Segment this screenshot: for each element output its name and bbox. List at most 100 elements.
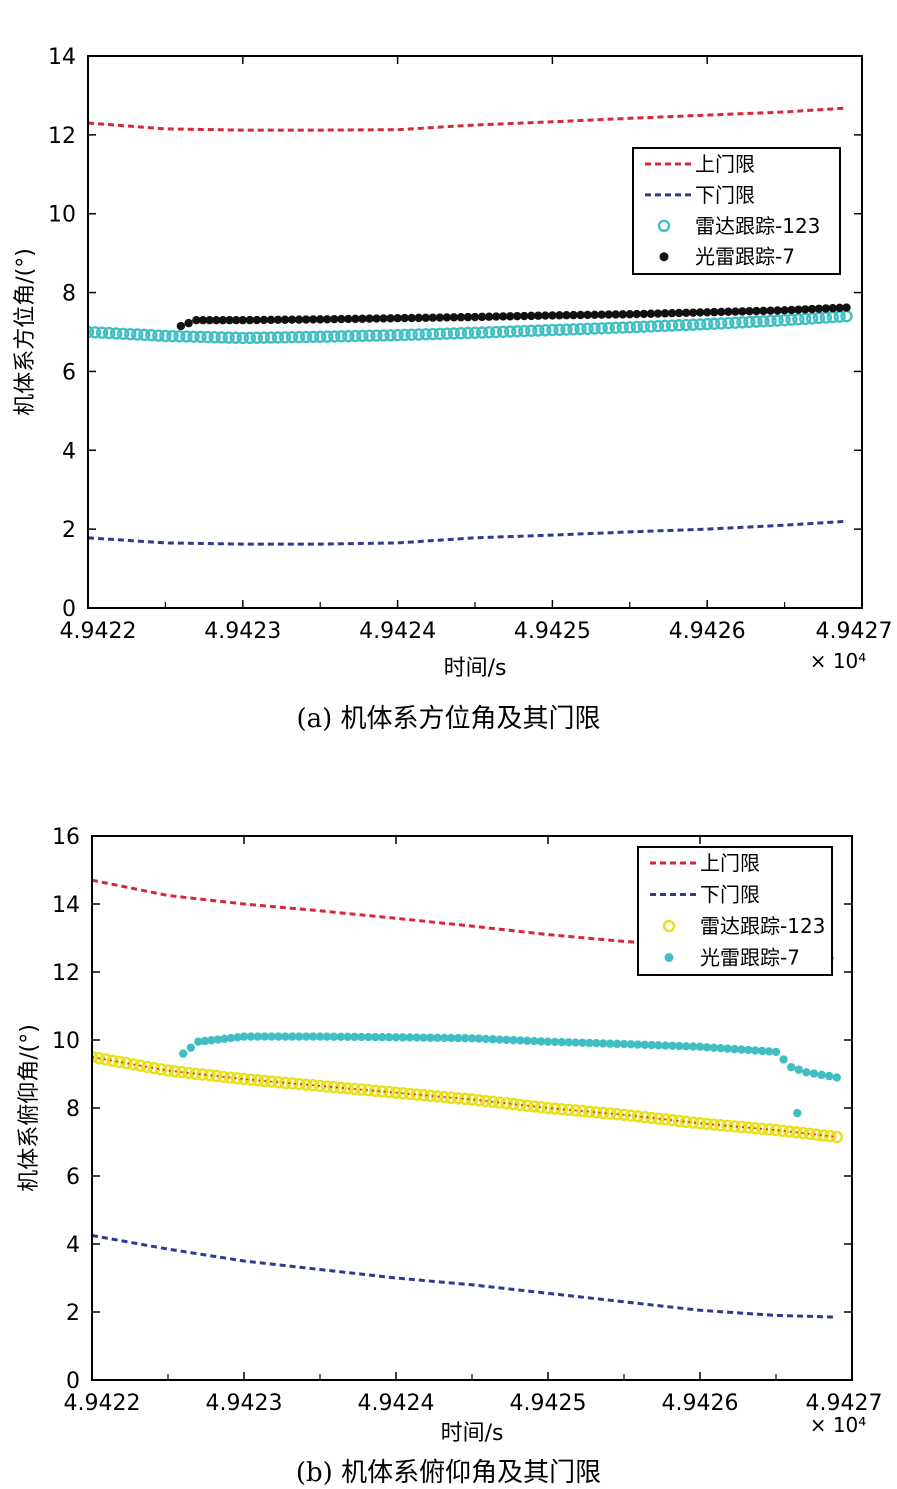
data-point [299,330,313,344]
data-point [200,1036,210,1046]
data-point [828,303,837,313]
data-point [322,1032,332,1041]
data-point [555,311,564,320]
data-point [207,1036,216,1045]
data-point [203,1069,216,1082]
data-point [529,1036,539,1046]
data-point [825,1071,834,1081]
data-point [674,308,684,318]
radar-centre-line [93,1056,837,1138]
series-下门限 [89,519,847,546]
data-point [226,1033,236,1043]
data-point [702,1043,712,1052]
data-point [306,330,320,344]
data-point [496,325,510,338]
data-point [184,318,193,328]
data-point [252,315,262,325]
data-point [722,316,735,330]
data-point [456,313,466,322]
data-point [243,331,257,345]
data-point [518,324,531,338]
y-tick-label: 4 [62,439,76,464]
data-point [583,310,592,320]
data-point [152,329,165,342]
data-point [527,311,536,321]
y-tick-label: 8 [66,1097,80,1122]
data-point [710,307,719,317]
data-point [728,1120,741,1133]
data-point [821,304,831,313]
data-point [633,1040,643,1049]
data-point [731,307,740,316]
x-tick-label: 4.9426 [662,1391,739,1416]
data-point [557,1037,567,1047]
data-point [334,1081,347,1094]
series-line [93,1234,837,1319]
data-point [481,1034,491,1044]
x-axis-title: 时间/s [441,1421,504,1446]
data-point [321,330,334,343]
data-point [301,1032,311,1041]
data-point [273,315,283,325]
data-point [236,331,250,345]
data-point [285,330,299,344]
data-point [470,312,480,322]
data-point [488,1035,497,1044]
data-point [134,1059,147,1072]
data-point [393,314,402,323]
data-point [769,1123,783,1137]
legend-label: 上门限 [695,152,755,176]
data-point [602,321,615,335]
data-point [294,315,304,324]
data-point [611,310,620,319]
data-point [336,1032,345,1041]
data-point [237,1072,251,1086]
data-point [131,328,144,341]
data-point [658,319,672,333]
data-point [743,315,756,329]
data-point [651,319,665,333]
data-point [218,315,228,325]
data-point [253,1032,263,1041]
data-point [626,1040,636,1049]
plot-group: 4.9422 4.9423 4.9424 4.9425 4.9426 4.9427 0 2 4 6… [17,825,882,1446]
data-point [817,1129,830,1142]
data-point [840,310,853,323]
data-point [520,311,529,321]
data-point [703,308,712,317]
data-point [259,315,269,325]
data-point [286,1077,299,1090]
data-point [196,1068,209,1081]
data-point [773,306,782,315]
data-point [356,329,369,343]
x-multiplier: × 10⁴ [810,1413,867,1437]
data-point [489,325,503,339]
caption-a: (a) 机体系方位角及其门限 [296,704,601,734]
x-tick-label: 4.9427 [806,1391,883,1416]
data-point [562,311,571,320]
legend-label: 上门限 [700,851,760,875]
data-point [350,1032,359,1042]
data-point [433,1033,442,1043]
data-point [567,323,580,336]
data-point [89,325,95,339]
data-point [644,320,658,333]
data-point [412,1033,421,1042]
data-point [89,326,102,339]
panel-a: 4.9422 4.9423 4.9424 4.9425 4.9426 4.9427 0 2 4 6… [0,0,897,744]
y-tick-label: 12 [48,124,76,149]
data-point [653,309,663,318]
y-tick-label: 12 [52,961,80,986]
data-point [127,1058,140,1071]
x-tick-label: 4.9426 [669,619,746,644]
data-point [440,327,454,340]
data-point [814,304,824,313]
data-point [647,1040,656,1050]
data-point [120,1056,133,1070]
data-point [447,327,461,340]
data-point [516,1036,525,1045]
data-point [842,303,851,312]
data-point [447,1033,456,1043]
data-point [576,310,585,320]
series-雷达跟踪-123 [93,1050,843,1144]
